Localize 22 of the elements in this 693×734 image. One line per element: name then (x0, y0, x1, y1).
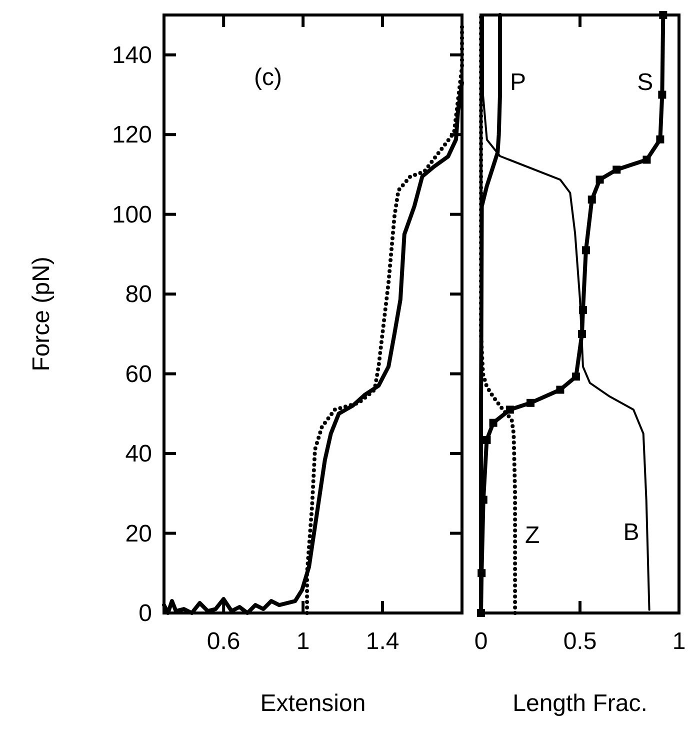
series-label: Z (525, 522, 540, 549)
y-axis-title: Force (pN) (28, 256, 55, 372)
x-tick-label: 0 (474, 628, 488, 655)
y-tick-label: 140 (112, 42, 152, 69)
y-tick-label: 0 (138, 600, 152, 627)
series-label: S (637, 69, 654, 96)
x-tick-label: 0.6 (206, 628, 240, 655)
x-tick-label: 1.4 (366, 628, 400, 655)
y-tick-label: 60 (125, 360, 152, 388)
y-tick-label: 80 (125, 281, 152, 308)
y-tick-label: 20 (125, 520, 152, 548)
annotation: (c) (254, 64, 282, 91)
x-axis-title: Extension (260, 690, 366, 717)
x-tick-label: 1 (672, 628, 686, 655)
x-tick-label: 0.5 (563, 628, 597, 655)
series-label: P (510, 69, 526, 96)
x-axis-title: Length Frac. (512, 690, 648, 717)
y-tick-label: 40 (125, 440, 152, 468)
x-tick-label: 1 (296, 628, 310, 655)
y-tick-label: 100 (112, 201, 152, 228)
y-tick-label: 120 (112, 122, 152, 149)
series-label: B (623, 518, 640, 546)
